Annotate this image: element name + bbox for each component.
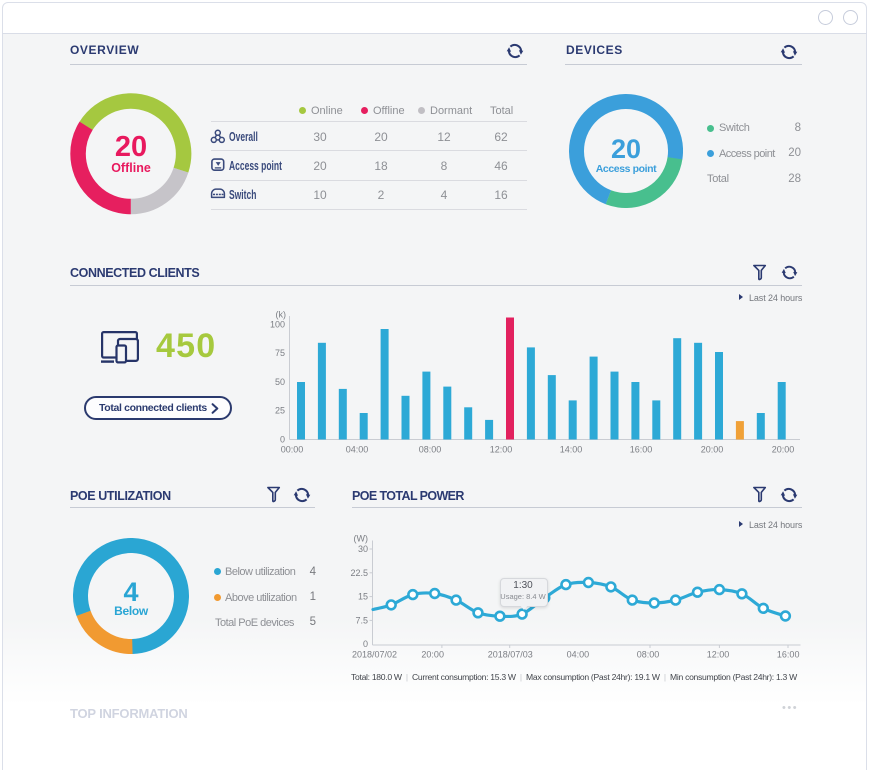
svg-text:20:00: 20:00 — [701, 445, 724, 455]
svg-text:15: 15 — [358, 592, 368, 602]
svg-text:22.5: 22.5 — [350, 568, 368, 578]
svg-text:16:00: 16:00 — [630, 445, 653, 455]
svg-text:100: 100 — [270, 319, 285, 329]
svg-text:2018/07/03: 2018/07/03 — [488, 650, 533, 660]
svg-text:75: 75 — [275, 348, 285, 358]
svg-text:16:00: 16:00 — [777, 650, 800, 660]
svg-text:2018/07/02: 2018/07/02 — [352, 650, 397, 660]
svg-text:08:00: 08:00 — [637, 650, 660, 660]
svg-text:20:00: 20:00 — [421, 650, 444, 660]
svg-text:04:00: 04:00 — [567, 650, 590, 660]
svg-text:14:00: 14:00 — [560, 445, 583, 455]
svg-text:0: 0 — [280, 435, 285, 445]
svg-text:12:00: 12:00 — [707, 650, 730, 660]
svg-text:30: 30 — [358, 544, 368, 554]
svg-text:25: 25 — [275, 406, 285, 416]
svg-text:50: 50 — [275, 377, 285, 387]
svg-text:0: 0 — [363, 639, 368, 649]
svg-text:04:00: 04:00 — [346, 445, 369, 455]
svg-text:00:00: 00:00 — [281, 445, 304, 455]
svg-text:08:00: 08:00 — [419, 445, 442, 455]
svg-text:(k): (k) — [276, 310, 287, 320]
svg-text:7.5: 7.5 — [355, 615, 368, 625]
svg-text:(W): (W) — [354, 534, 369, 544]
svg-text:12:00: 12:00 — [490, 445, 513, 455]
svg-text:20:00: 20:00 — [772, 445, 795, 455]
